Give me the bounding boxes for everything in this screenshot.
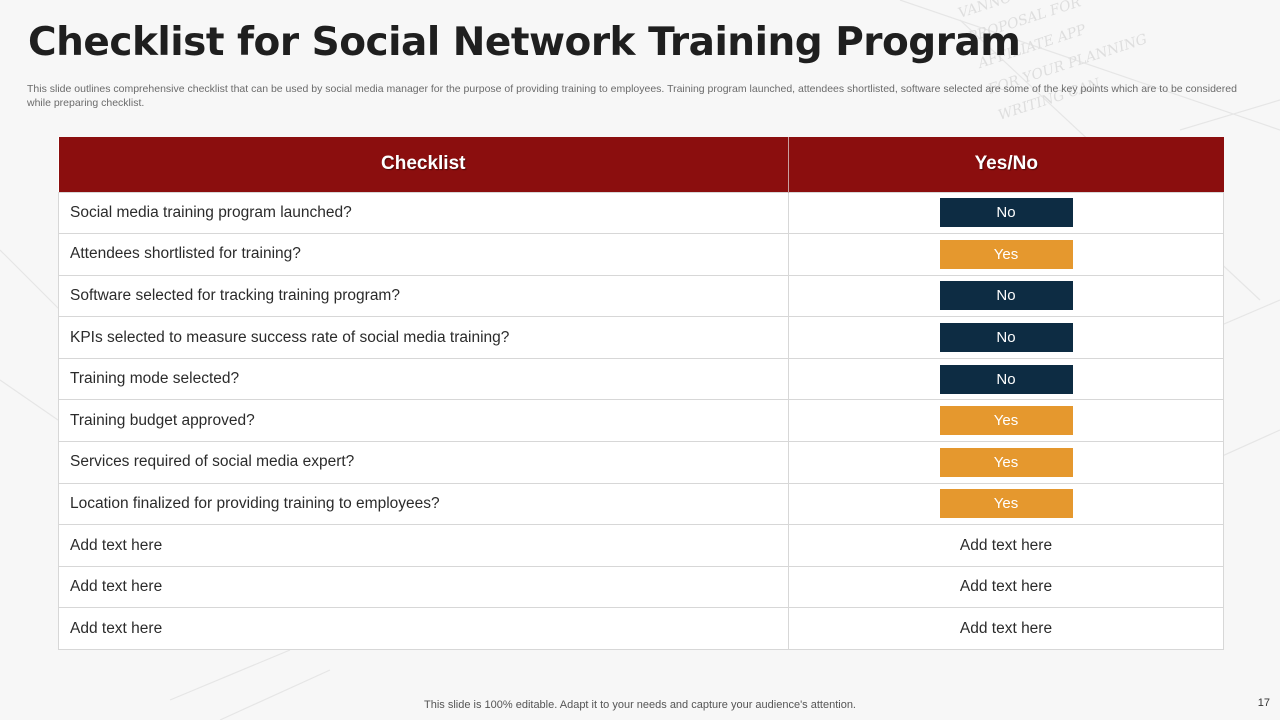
table-row: Add text here Add text here: [58, 607, 1224, 651]
checklist-item: Location finalized for providing trainin…: [58, 482, 789, 526]
status-badge: No: [939, 323, 1073, 353]
status-cell: No: [788, 274, 1224, 318]
status-cell: No: [788, 191, 1224, 235]
checklist-item: Training budget approved?: [58, 399, 789, 443]
status-cell: Yes: [788, 399, 1224, 443]
status-badge: Yes: [939, 406, 1073, 436]
checklist-item: Software selected for tracking training …: [58, 274, 789, 318]
status-cell: Yes: [788, 441, 1224, 484]
checklist-item-placeholder: Add text here: [58, 524, 789, 567]
table-row: Add text here Add text here: [58, 565, 1224, 609]
status-badge: No: [939, 364, 1073, 394]
page-number: 17: [1257, 697, 1270, 709]
status-badge: Yes: [939, 239, 1073, 269]
footer-note: This slide is 100% editable. Adapt it to…: [424, 699, 856, 711]
status-badge: Yes: [939, 489, 1073, 519]
checklist-item: Training mode selected?: [58, 357, 789, 401]
status-badge: No: [939, 198, 1073, 228]
svg-text:VANNOUNCE: VANNOUNCE: [956, 0, 1056, 22]
slide-title: Checklist for Social Network Training Pr…: [28, 20, 1021, 65]
status-badge: No: [939, 281, 1073, 311]
column-header-yes-no: Yes/No: [788, 137, 1224, 192]
table-header-row: Checklist Yes/No: [58, 137, 1224, 192]
status-cell: Yes: [788, 482, 1224, 526]
status-placeholder: Add text here: [788, 524, 1224, 567]
checklist-item-placeholder: Add text here: [58, 565, 789, 609]
checklist-table: Checklist Yes/No Social media training p…: [58, 137, 1224, 651]
table-row: Training budget approved? Yes: [58, 399, 1224, 443]
status-badge: Yes: [939, 447, 1073, 477]
table-row: KPIs selected to measure success rate of…: [58, 316, 1224, 359]
checklist-item: Services required of social media expert…: [58, 441, 789, 484]
column-header-checklist: Checklist: [58, 137, 789, 192]
checklist-item: Social media training program launched?: [58, 191, 789, 235]
checklist-item: Attendees shortlisted for training?: [58, 233, 789, 276]
table-row: Services required of social media expert…: [58, 441, 1224, 484]
table-row: Add text here Add text here: [58, 524, 1224, 567]
status-placeholder: Add text here: [788, 607, 1224, 651]
table-row: Training mode selected? No: [58, 357, 1224, 401]
status-cell: No: [788, 316, 1224, 359]
table-row: Location finalized for providing trainin…: [58, 482, 1224, 526]
table-row: Software selected for tracking training …: [58, 274, 1224, 318]
table-row: Attendees shortlisted for training? Yes: [58, 233, 1224, 276]
status-cell: No: [788, 357, 1224, 401]
table-row: Social media training program launched? …: [58, 191, 1224, 235]
slide-subtitle: This slide outlines comprehensive checkl…: [27, 83, 1237, 109]
status-placeholder: Add text here: [788, 565, 1224, 609]
checklist-item: KPIs selected to measure success rate of…: [58, 316, 789, 359]
checklist-item-placeholder: Add text here: [58, 607, 789, 651]
status-cell: Yes: [788, 233, 1224, 276]
